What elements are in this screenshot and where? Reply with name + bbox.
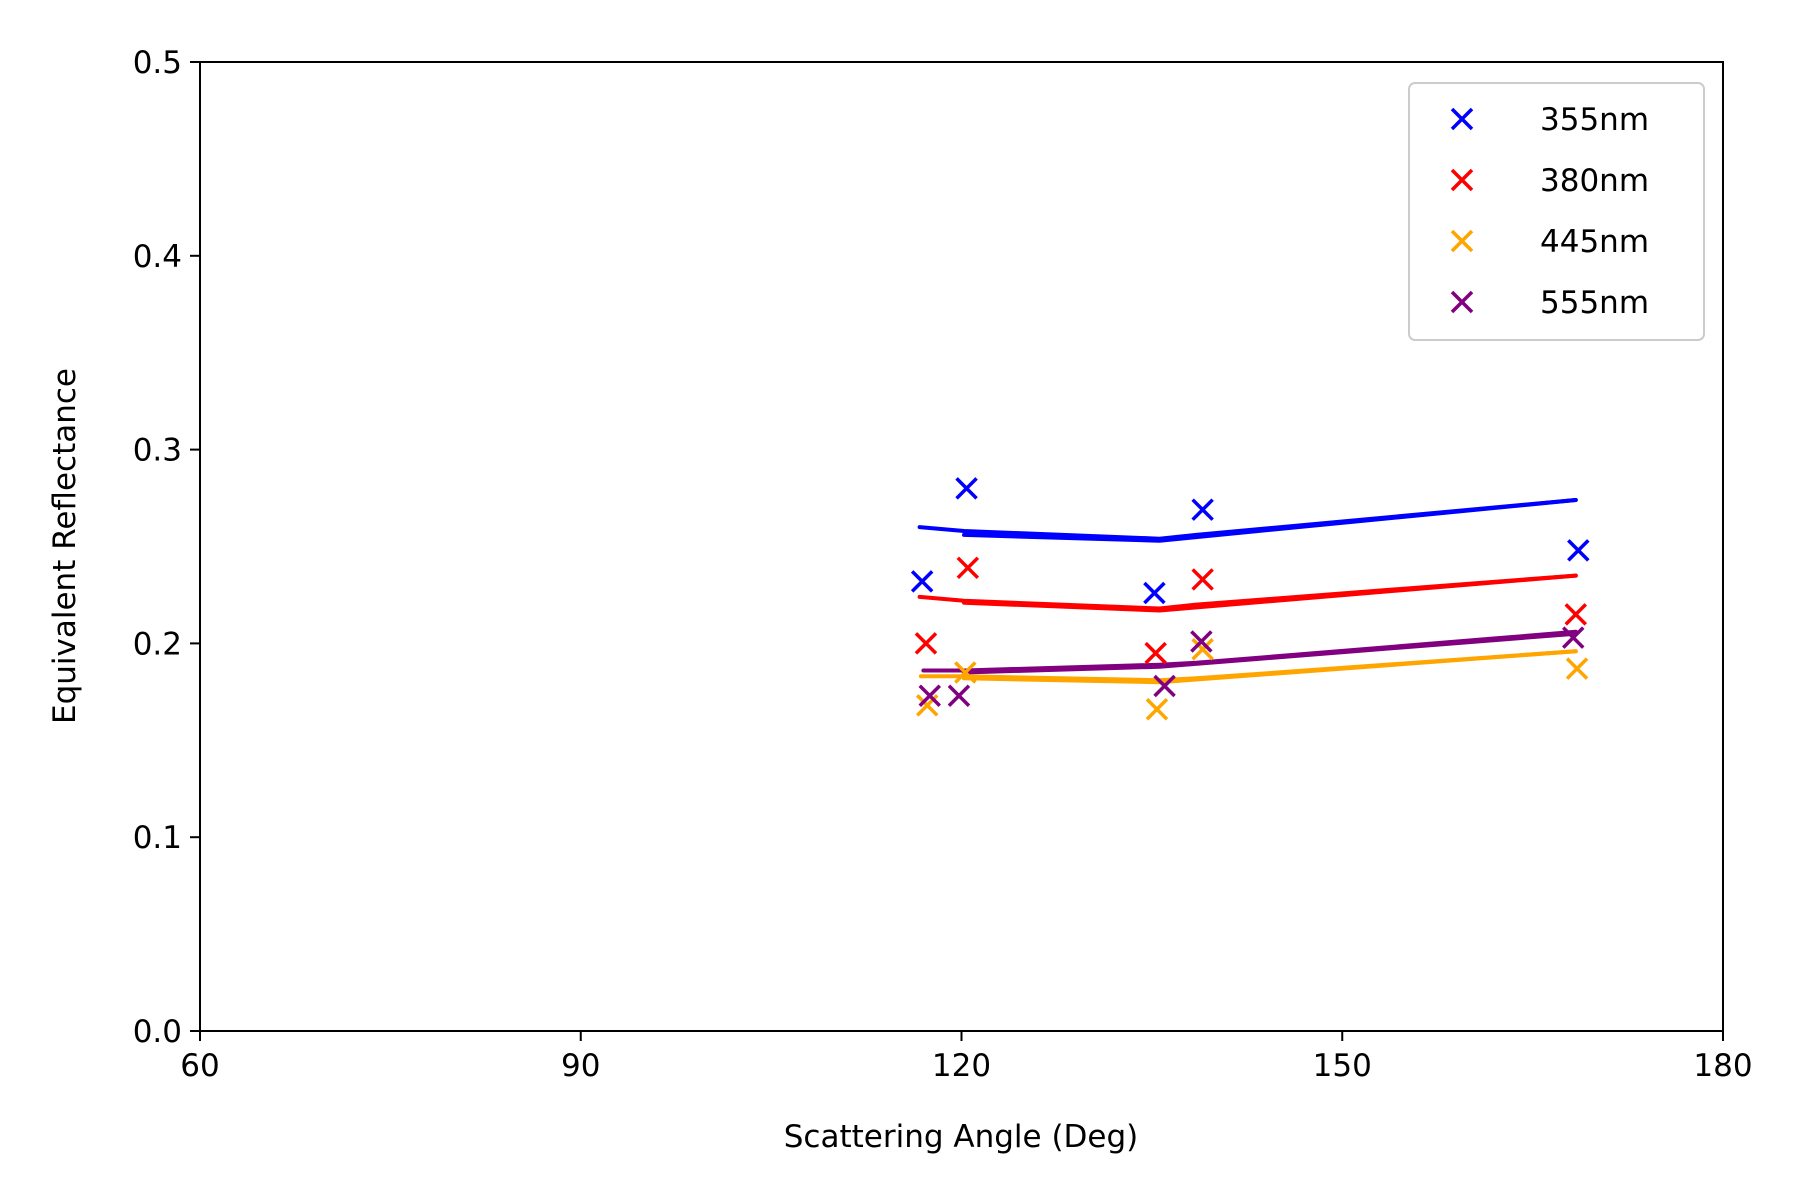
point-355nm: [1191, 498, 1214, 521]
y-axis-title: Equivalent Reflectance: [47, 368, 83, 724]
x-tick-label: 60: [180, 1048, 219, 1084]
point-380nm: [956, 556, 980, 580]
y-tick-label: 0.5: [133, 45, 182, 81]
legend-item-555nm: 555nm: [1450, 285, 1649, 321]
legend-items: 355nm 380nm 445nm 555nm: [1450, 102, 1649, 321]
point-355nm: [1143, 581, 1166, 605]
legend-item-380nm: 380nm: [1450, 163, 1649, 199]
point-380nm: [1564, 603, 1588, 626]
legend-label-445nm: 445nm: [1540, 224, 1649, 260]
y-tick-label: 0.0: [133, 1014, 182, 1050]
legend-label-380nm: 380nm: [1540, 163, 1649, 199]
x-axis-title: Scattering Angle (Deg): [784, 1119, 1139, 1155]
legend-label-555nm: 555nm: [1540, 285, 1649, 321]
legend-marker-445nm: [1450, 229, 1474, 253]
point-445nm: [1565, 657, 1589, 680]
fit-line-355nm: [962, 498, 1578, 543]
legend: 355nm 380nm 445nm 555nm: [1408, 82, 1705, 341]
point-555nm: [1153, 674, 1176, 698]
legend-marker-380nm: [1450, 168, 1474, 192]
point-380nm: [914, 632, 938, 655]
legend-box: [1408, 82, 1705, 341]
x-tick-label: 90: [561, 1048, 600, 1084]
y-axis-ticks: 0.0 0.1 0.2 0.3 0.4 0.5: [133, 45, 200, 1050]
point-380nm: [1144, 641, 1167, 665]
legend-label-355nm: 355nm: [1540, 102, 1649, 138]
point-355nm: [1567, 539, 1590, 562]
fit-line-555nm: [962, 631, 1578, 675]
x-tick-label: 180: [1693, 1048, 1752, 1084]
fit-line-380nm: [962, 573, 1578, 613]
x-tick-label: 120: [932, 1048, 991, 1084]
x-axis-ticks: 60 90 120 150 180: [180, 1031, 1753, 1084]
point-555nm: [1562, 626, 1585, 649]
point-555nm: [947, 684, 971, 707]
legend-item-355nm: 355nm: [1450, 102, 1649, 138]
point-445nm: [954, 661, 977, 684]
point-555nm: [1190, 630, 1213, 653]
legend-marker-355nm: [1450, 107, 1474, 131]
y-tick-label: 0.1: [133, 820, 182, 856]
y-tick-label: 0.3: [133, 433, 182, 469]
point-355nm: [955, 477, 978, 500]
point-380nm: [1191, 568, 1214, 591]
point-445nm: [1191, 637, 1214, 661]
y-tick-label: 0.4: [133, 239, 182, 275]
point-445nm: [1145, 698, 1169, 721]
point-555nm: [918, 684, 942, 707]
fit-line-555nm: [921, 629, 1578, 673]
y-tick-label: 0.2: [133, 626, 182, 662]
legend-marker-555nm: [1450, 290, 1474, 314]
markers-layer: [910, 477, 1590, 721]
fit-lines-layer: [917, 498, 1578, 685]
legend-item-445nm: 445nm: [1450, 224, 1649, 260]
x-tick-label: 150: [1313, 1048, 1372, 1084]
point-355nm: [910, 570, 934, 593]
